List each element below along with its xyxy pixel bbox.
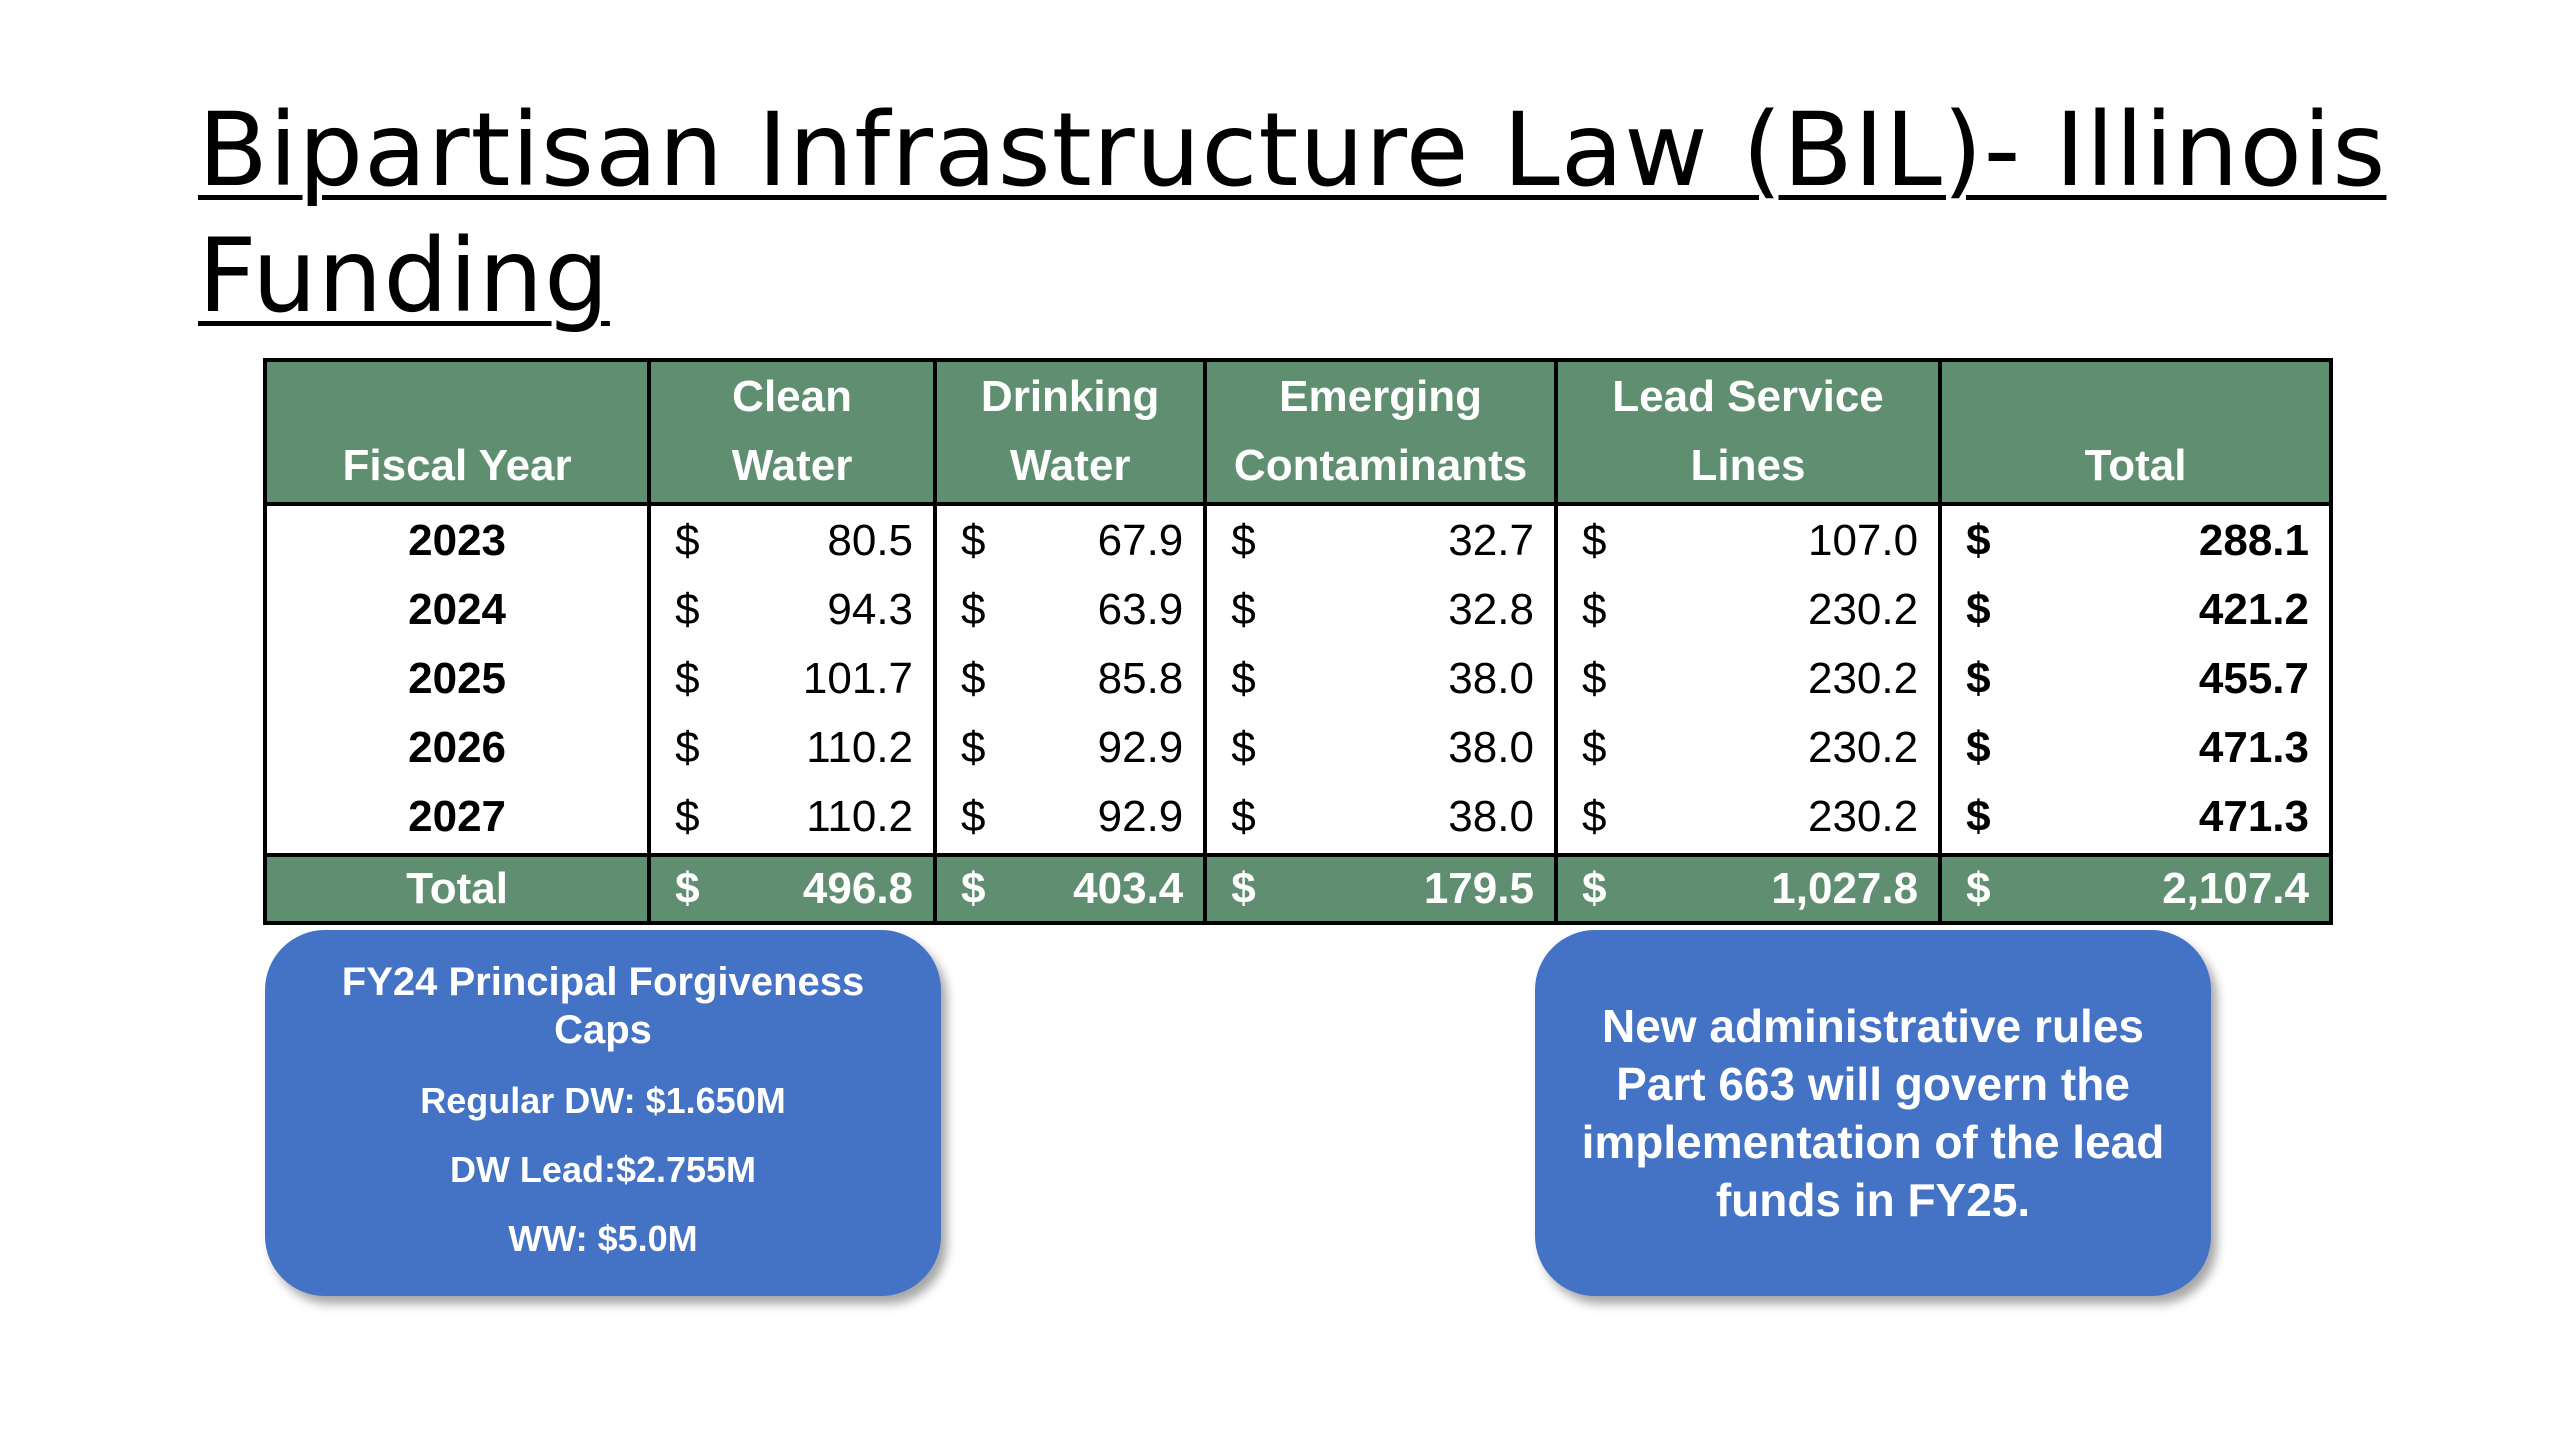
- drinking-water-cell: $67.9: [935, 504, 1208, 575]
- row-total-cell: $455.7: [1940, 644, 2333, 713]
- title-line-1: Bipartisan Infrastructure Law (BIL)- Ill…: [198, 91, 2387, 210]
- table-row: 2026 $110.2 $92.9 $38.0 $230.2 $471.3: [262, 713, 2333, 782]
- clean-water-cell: $110.2: [649, 713, 938, 782]
- title-line-2: Funding: [198, 217, 610, 336]
- slide-title: Bipartisan Infrastructure Law (BIL)- Ill…: [198, 88, 2398, 340]
- table-row: 2027 $110.2 $92.9 $38.0 $230.2 $471.3: [262, 782, 2333, 855]
- header-clean-water: Clean Water: [647, 358, 938, 506]
- callout-line-ww: WW: $5.0M: [508, 1218, 698, 1259]
- header-emerging-contaminants: Emerging Contaminants: [1203, 358, 1558, 506]
- emerging-contaminants-cell: $38.0: [1205, 782, 1558, 855]
- drinking-water-total-cell: $403.4: [935, 853, 1208, 925]
- callout-line-regular-dw: Regular DW: $1.650M: [420, 1080, 786, 1121]
- drinking-water-cell: $92.9: [935, 713, 1208, 782]
- drinking-water-cell: $63.9: [935, 575, 1208, 644]
- row-total-cell: $471.3: [1940, 782, 2333, 855]
- emerging-contaminants-cell: $32.7: [1205, 504, 1558, 575]
- row-total-cell: $421.2: [1940, 575, 2333, 644]
- drinking-water-cell: $92.9: [935, 782, 1208, 855]
- callout-title: FY24 Principal Forgiveness Caps: [341, 960, 865, 1052]
- fiscal-year-cell: 2027: [262, 782, 652, 855]
- table-row: 2023 $80.5 $67.9 $32.7 $107.0 $288.1: [262, 504, 2333, 575]
- admin-rules-callout: New administrative rules Part 663 will g…: [1535, 930, 2211, 1296]
- fiscal-year-cell: 2026: [262, 713, 652, 782]
- lead-service-lines-total-cell: $1,027.8: [1555, 853, 1943, 925]
- table-header-row: Fiscal Year Clean Water Drinking Water E…: [262, 358, 2333, 506]
- callout-text: New administrative rules Part 663 will g…: [1581, 1000, 2165, 1226]
- header-total: Total: [1938, 358, 2333, 506]
- callout-line-dw-lead: DW Lead:$2.755M: [449, 1149, 757, 1190]
- header-fiscal-year: Fiscal Year: [262, 358, 652, 506]
- fiscal-year-cell: 2025: [262, 644, 652, 713]
- emerging-contaminants-cell: $38.0: [1205, 713, 1558, 782]
- table-total-row: Total $496.8 $403.4 $179.5 $1,027.8 $2,1…: [262, 853, 2333, 925]
- drinking-water-cell: $85.8: [935, 644, 1208, 713]
- clean-water-cell: $101.7: [649, 644, 938, 713]
- lead-service-lines-cell: $107.0: [1555, 504, 1943, 575]
- fiscal-year-cell: 2023: [262, 504, 652, 575]
- principal-forgiveness-callout: FY24 Principal Forgiveness Caps Regular …: [265, 930, 941, 1296]
- clean-water-cell: $80.5: [649, 504, 938, 575]
- header-drinking-water: Drinking Water: [933, 358, 1208, 506]
- row-total-cell: $471.3: [1940, 713, 2333, 782]
- fiscal-year-cell: 2024: [262, 575, 652, 644]
- total-label-cell: Total: [262, 853, 652, 925]
- clean-water-total-cell: $496.8: [649, 853, 938, 925]
- row-total-cell: $288.1: [1940, 504, 2333, 575]
- emerging-contaminants-cell: $38.0: [1205, 644, 1558, 713]
- clean-water-cell: $110.2: [649, 782, 938, 855]
- lead-service-lines-cell: $230.2: [1555, 782, 1943, 855]
- emerging-contaminants-total-cell: $179.5: [1205, 853, 1558, 925]
- table-row: 2025 $101.7 $85.8 $38.0 $230.2 $455.7: [262, 644, 2333, 713]
- header-lead-service-lines: Lead Service Lines: [1553, 358, 1943, 506]
- table-row: 2024 $94.3 $63.9 $32.8 $230.2 $421.2: [262, 575, 2333, 644]
- grand-total-cell: $2,107.4: [1940, 853, 2333, 925]
- emerging-contaminants-cell: $32.8: [1205, 575, 1558, 644]
- funding-table: Fiscal Year Clean Water Drinking Water E…: [262, 358, 2333, 925]
- table-body: 2023 $80.5 $67.9 $32.7 $107.0 $288.1 202…: [262, 504, 2333, 925]
- lead-service-lines-cell: $230.2: [1555, 575, 1943, 644]
- lead-service-lines-cell: $230.2: [1555, 713, 1943, 782]
- clean-water-cell: $94.3: [649, 575, 938, 644]
- lead-service-lines-cell: $230.2: [1555, 644, 1943, 713]
